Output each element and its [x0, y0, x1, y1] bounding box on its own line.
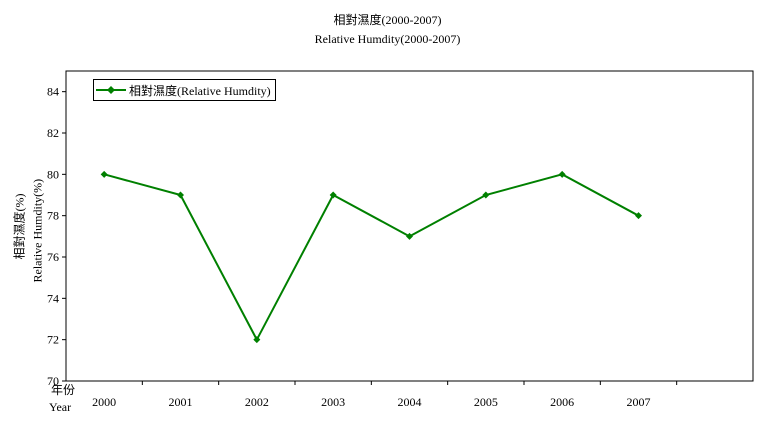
series-relative-humidity — [100, 170, 642, 344]
x-tick-label: 2006 — [550, 395, 574, 409]
x-tick-label: 2003 — [321, 395, 345, 409]
y-tick-label: 82 — [47, 126, 59, 140]
legend: 相對濕度(Relative Humdity) — [93, 79, 276, 101]
y-tick-label: 72 — [47, 333, 59, 347]
x-axis-label-en: Year — [49, 400, 72, 414]
data-point — [253, 336, 261, 344]
chart-subtitle: Relative Humdity(2000-2007) — [314, 32, 461, 46]
x-axis-label-zh: 年份 — [51, 383, 76, 397]
chart-title: 相對濕度(2000-2007) — [333, 13, 442, 27]
x-tick-label: 2004 — [398, 395, 422, 409]
x-tick-label: 2007 — [627, 395, 651, 409]
series-line — [103, 173, 639, 342]
data-point — [482, 191, 490, 199]
y-axis-label-en: Relative Humdity(%) — [30, 178, 45, 283]
data-point — [177, 191, 184, 199]
y-tick-label: 74 — [47, 291, 59, 305]
data-point — [635, 212, 642, 220]
x-axis: 2000 2001 2002 2003 2004 2005 2006 2007 — [92, 381, 678, 409]
x-tick-label: 2001 — [169, 395, 193, 409]
y-axis: 70 72 74 76 78 80 82 84 — [47, 85, 66, 388]
plot-area — [65, 70, 754, 382]
legend-label: 相對濕度(Relative Humdity) — [129, 83, 271, 98]
x-tick-label: 2000 — [92, 395, 116, 409]
legend-swatch — [96, 86, 126, 94]
data-point — [100, 170, 108, 178]
y-tick-label: 76 — [47, 250, 59, 264]
y-tick-label: 70 — [47, 374, 59, 388]
y-tick-label: 80 — [47, 167, 59, 181]
x-tick-label: 2002 — [245, 395, 269, 409]
y-tick-label: 78 — [47, 209, 59, 223]
x-tick-label: 2005 — [474, 395, 498, 409]
y-tick-label: 84 — [47, 85, 59, 99]
y-axis-label-zh: 相對濕度(%) — [12, 193, 27, 260]
data-point — [406, 232, 413, 240]
data-point — [558, 170, 566, 178]
data-point — [329, 191, 337, 199]
